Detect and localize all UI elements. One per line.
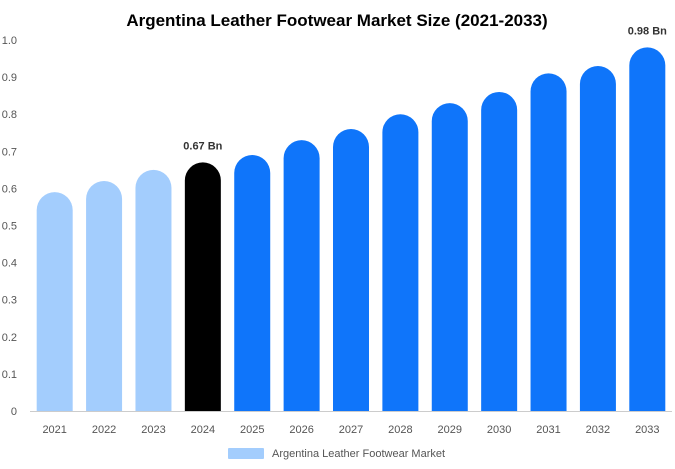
y-tick-label: 0.3: [2, 295, 17, 307]
data-label-2033: 0.98 Bn: [628, 25, 667, 37]
bars: [36, 47, 666, 412]
x-tick-label: 2021: [42, 424, 66, 436]
bar-2030[interactable]: [481, 91, 518, 411]
y-tick-label: 0.5: [2, 221, 17, 233]
y-tick-label: 1.0: [2, 35, 17, 47]
x-tick-label: 2025: [240, 424, 264, 436]
x-tick-label: 2026: [289, 424, 313, 436]
bar-2032[interactable]: [579, 65, 616, 411]
bar-2031[interactable]: [530, 73, 567, 411]
y-tick-label: 0.4: [2, 258, 17, 270]
y-tick-label: 0.9: [2, 72, 17, 84]
bar-2028[interactable]: [382, 114, 419, 411]
bar-2021[interactable]: [36, 192, 73, 411]
x-tick-label: 2032: [586, 424, 610, 436]
data-labels: 0.67 Bn 0.98 Bn: [183, 25, 667, 152]
x-tick-label: 2022: [92, 424, 116, 436]
chart-title: Argentina Leather Footwear Market Size (…: [126, 11, 547, 30]
legend-swatch: [228, 448, 264, 459]
bar-2027[interactable]: [333, 129, 369, 411]
x-tick-label: 2030: [487, 424, 511, 436]
x-tick-label: 2027: [339, 424, 363, 436]
data-label-2024: 0.67 Bn: [183, 140, 222, 152]
legend-label: Argentina Leather Footwear Market: [272, 448, 445, 460]
y-tick-label: 0.1: [2, 369, 17, 381]
x-tick-label: 2031: [536, 424, 560, 436]
x-tick-label: 2023: [141, 424, 165, 436]
bar-2022[interactable]: [86, 180, 123, 411]
bar-2023[interactable]: [135, 169, 172, 411]
x-tick-label: 2033: [635, 424, 659, 436]
y-tick-label: 0.8: [2, 109, 17, 121]
bar-2026[interactable]: [283, 140, 320, 412]
y-tick-label: 0.7: [2, 146, 17, 158]
bar-2029[interactable]: [431, 103, 468, 411]
legend[interactable]: Argentina Leather Footwear Market: [228, 448, 445, 460]
x-tick-label: 2028: [388, 424, 412, 436]
y-tick-label: 0.6: [2, 183, 17, 195]
bar-2025[interactable]: [234, 155, 271, 411]
bar-2024[interactable]: [184, 162, 221, 411]
y-tick-label: 0: [11, 406, 17, 418]
x-axis: 2021 2022 2023 2024 2025 2026 2027 2028 2029 2030…: [30, 411, 672, 436]
y-tick-label: 0.2: [2, 332, 17, 344]
y-axis: 0 0.1 0.2 0.3 0.4 0.5 0.6 0.7 0.8 0.9 1.0: [2, 35, 17, 418]
x-tick-label: 2024: [191, 424, 215, 436]
bar-2033[interactable]: [629, 47, 666, 411]
x-tick-label: 2029: [438, 424, 462, 436]
